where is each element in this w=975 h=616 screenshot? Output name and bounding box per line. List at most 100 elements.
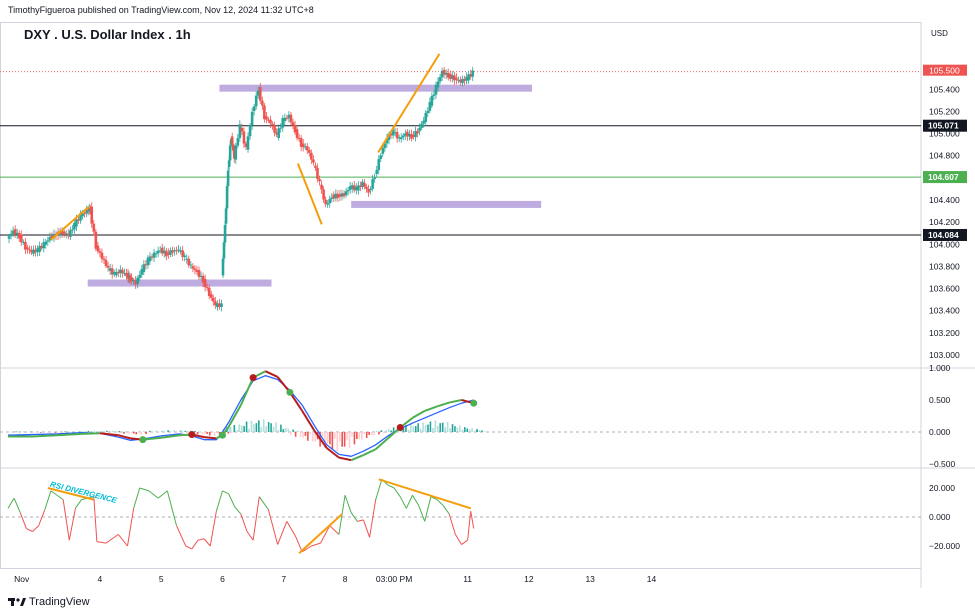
- candle-body: [397, 137, 401, 139]
- candle-body: [222, 242, 226, 259]
- macd-histogram-bar: [414, 426, 417, 432]
- macd-histogram-bar: [463, 427, 466, 432]
- candle-body: [169, 250, 172, 255]
- candle-body: [28, 249, 31, 251]
- macd-histogram-bar: [434, 420, 437, 432]
- time-tick-label: 14: [647, 574, 657, 584]
- rsi-line-segment: [13, 497, 21, 513]
- macd-histogram-bar: [466, 428, 469, 432]
- candle-body: [197, 269, 201, 277]
- candle-body: [401, 135, 405, 138]
- rsi-line-segment: [387, 484, 395, 489]
- rsi-line-segment: [311, 542, 321, 547]
- macd-histogram-bar: [456, 427, 459, 432]
- rsi-line-segment: [203, 538, 211, 547]
- candle-body: [289, 114, 293, 123]
- macd-histogram-bar: [307, 432, 309, 441]
- candle-body: [154, 253, 158, 255]
- macd-histogram-bar: [204, 432, 206, 435]
- time-tick-label: 13: [585, 574, 595, 584]
- candle-body: [205, 287, 209, 289]
- candle-body: [83, 213, 86, 215]
- symbol-title[interactable]: DXY . U.S. Dollar Index . 1h: [24, 27, 191, 42]
- macd-histogram-bar: [360, 432, 363, 440]
- macd-histogram-bar: [189, 430, 191, 432]
- macd-histogram-bar: [233, 424, 236, 432]
- candle-body: [225, 186, 229, 209]
- macd-histogram-bar: [179, 431, 182, 433]
- candle-body: [275, 132, 278, 135]
- macd-histogram-bar: [412, 426, 415, 432]
- price-tick-label: 105.000: [929, 129, 960, 139]
- signal-line-segment: [239, 377, 255, 406]
- rsi-line-segment: [430, 496, 438, 501]
- rsi-line-segment: [246, 531, 254, 541]
- macd-histogram-bar: [299, 432, 302, 438]
- macd-histogram-bar: [368, 432, 370, 435]
- candle-body: [100, 252, 104, 259]
- candle-body: [428, 101, 432, 111]
- support-resistance-zone: [219, 84, 532, 92]
- price-trendline: [296, 163, 323, 225]
- candle-body: [305, 146, 309, 151]
- macd-histogram-bar: [375, 430, 378, 432]
- candle-body: [293, 125, 297, 133]
- macd-histogram-bar: [124, 431, 127, 433]
- candle-body: [226, 170, 230, 187]
- macd-histogram-bar: [185, 431, 188, 432]
- macd-histogram-bar: [473, 430, 476, 432]
- candle-body: [461, 78, 464, 84]
- signal-line-segment: [264, 370, 279, 378]
- macd-histogram-bar: [79, 431, 81, 433]
- candle-body: [338, 194, 342, 197]
- candle-body: [104, 260, 108, 267]
- macd-histogram-bar: [167, 430, 169, 432]
- candle-body: [438, 77, 442, 82]
- signal-line-segment: [313, 430, 328, 449]
- candle-body: [148, 256, 152, 262]
- candle-body: [42, 242, 46, 249]
- candle-body: [453, 75, 456, 81]
- macd-histogram-bar: [429, 421, 432, 432]
- rsi-line-segment: [461, 539, 468, 545]
- signal-line-segment: [375, 437, 389, 451]
- rsi-line-segment: [424, 496, 432, 522]
- candle-body: [316, 167, 319, 179]
- candle-body: [303, 146, 307, 148]
- rsi-trendline: [298, 513, 343, 554]
- candle-body: [350, 185, 354, 189]
- candle-body: [365, 186, 368, 189]
- rsi-line-segment: [252, 496, 260, 541]
- candle-body: [199, 275, 203, 277]
- candle-body: [146, 257, 150, 266]
- macd-histogram-bar: [229, 426, 232, 432]
- candle-body: [7, 236, 11, 239]
- candle-body: [94, 231, 98, 249]
- candle-body: [216, 303, 219, 308]
- candle-body: [234, 145, 238, 160]
- candle-body: [40, 245, 44, 249]
- macd-histogram-bar: [338, 432, 341, 442]
- signal-line-segment: [56, 432, 82, 437]
- candle-body: [408, 133, 411, 137]
- plot-frame: [0, 22, 922, 569]
- macd-histogram-bar: [150, 432, 152, 434]
- signal-line-segment: [436, 401, 450, 408]
- level-badge-label: 104.607: [928, 172, 959, 182]
- rsi-line-segment: [50, 490, 58, 496]
- macd-histogram-bar: [410, 424, 412, 432]
- candle-body: [312, 159, 315, 163]
- candle-body: [432, 94, 436, 97]
- macd-histogram-bar: [380, 430, 383, 432]
- macd-histogram-bar: [227, 432, 229, 434]
- price-tick-label: 104.800: [929, 151, 960, 161]
- level-badge-label: 105.071: [928, 121, 959, 131]
- candle-body: [17, 232, 21, 239]
- macd-tick-label: 1.000: [929, 363, 951, 373]
- candle-body: [332, 194, 336, 199]
- macd-histogram-bar: [184, 430, 187, 432]
- rsi-line-segment: [454, 534, 462, 545]
- signal-line-segment: [363, 448, 377, 456]
- signal-line-segment: [161, 434, 180, 439]
